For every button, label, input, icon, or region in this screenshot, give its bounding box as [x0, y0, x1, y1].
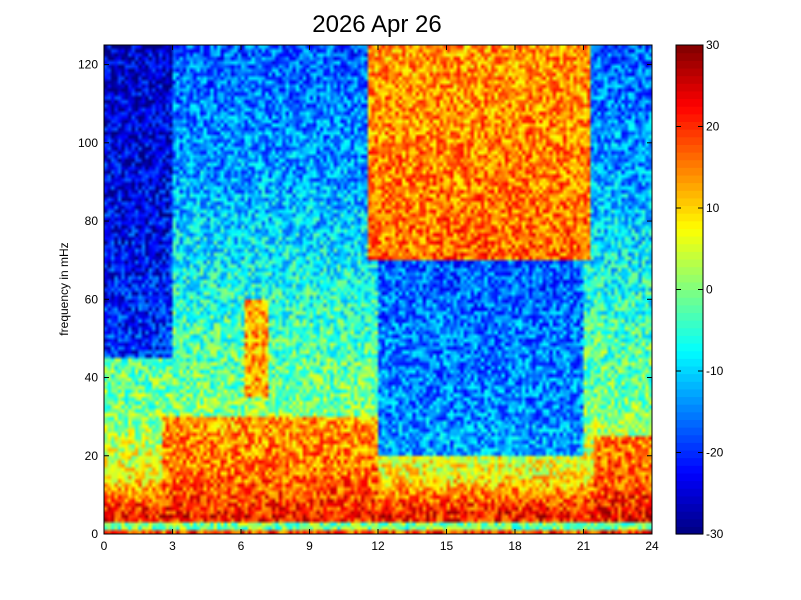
colorbar-swatch [676, 449, 703, 459]
colorbar-swatch [676, 213, 703, 222]
x-tick-label: 6 [238, 539, 245, 553]
colorbar-swatch [676, 396, 703, 405]
colorbar-swatch [676, 220, 703, 229]
colorbar-swatch [676, 304, 703, 314]
colorbar-swatch [676, 503, 703, 512]
colorbar-swatch [676, 320, 703, 329]
colorbar-swatch [676, 388, 703, 398]
colorbar-swatch [676, 419, 703, 428]
chart-title: 2026 Apr 26 [312, 11, 441, 38]
colorbar-tick-label: -10 [706, 364, 724, 378]
colorbar-swatch [676, 258, 703, 268]
colorbar-swatch [676, 457, 703, 466]
colorbar-tick-label: 20 [706, 120, 720, 134]
y-tick-label: 20 [85, 449, 99, 463]
x-tick-label: 0 [101, 539, 108, 553]
y-axis: 0 20 40 60 80 100 120 [78, 58, 652, 541]
colorbar-tick-label: 30 [706, 38, 720, 52]
y-tick-label: 120 [78, 58, 98, 72]
x-tick-label: 15 [440, 539, 454, 553]
colorbar-tick-label: -20 [706, 446, 724, 460]
colorbar-swatch [676, 495, 703, 505]
colorbar-swatch [676, 442, 703, 451]
y-axis-label: frequency in mHz [57, 242, 71, 335]
colorbar-swatch [676, 289, 703, 298]
colorbar-swatch [676, 113, 703, 123]
x-tick-label: 12 [371, 539, 385, 553]
colorbar-swatch [676, 167, 703, 176]
colorbar-tick-label: 10 [706, 201, 720, 215]
y-tick-label: 0 [91, 527, 98, 541]
x-tick-label: 3 [169, 539, 176, 553]
colorbar-swatch [676, 411, 703, 420]
colorbar-swatch [676, 136, 703, 145]
x-tick-label: 9 [306, 539, 313, 553]
colorbar-swatch [676, 60, 703, 69]
colorbar-swatch [676, 144, 703, 153]
spectrogram-image [104, 45, 652, 534]
colorbar-swatch [676, 83, 703, 92]
colorbar-axis: -30 -20 -10 0 10 20 30 [676, 38, 724, 541]
colorbar-swatch [676, 342, 703, 352]
y-tick-label: 80 [85, 214, 99, 228]
colorbar-swatch [676, 373, 703, 382]
colorbar-swatch [676, 121, 703, 130]
colorbar-swatch [676, 98, 703, 107]
colorbar-swatch [676, 75, 703, 84]
y-tick-label: 60 [85, 292, 99, 306]
colorbar-swatch [676, 281, 703, 291]
colorbar-swatch [676, 197, 703, 207]
colorbar-swatch [676, 159, 703, 168]
colorbar-swatch [676, 365, 703, 375]
colorbar-swatch [676, 251, 703, 260]
colorbar-swatch [676, 67, 703, 77]
colorbar-swatch [676, 465, 703, 474]
colorbar-swatch [676, 274, 703, 283]
colorbar-swatch [676, 404, 703, 413]
colorbar-swatch [676, 518, 703, 527]
colorbar-swatch [676, 106, 703, 115]
colorbar-tick-label: 0 [706, 283, 713, 297]
colorbar [676, 45, 703, 535]
colorbar-swatch [676, 236, 703, 245]
colorbar-swatch [676, 243, 703, 252]
colorbar-swatch [676, 297, 703, 306]
colorbar-swatch [676, 228, 703, 237]
colorbar-swatch [676, 327, 703, 336]
colorbar-swatch [676, 381, 703, 390]
colorbar-swatch [676, 190, 703, 199]
y-tick-label: 40 [85, 371, 99, 385]
colorbar-swatch [676, 434, 703, 443]
spectrogram-plot-area [104, 45, 652, 534]
colorbar-swatch [676, 52, 703, 61]
colorbar-swatch [676, 472, 703, 482]
colorbar-swatch [676, 205, 703, 214]
colorbar-swatch [676, 90, 703, 100]
colorbar-swatch [676, 427, 703, 436]
colorbar-swatch [676, 182, 703, 191]
colorbar-swatch [676, 480, 703, 489]
x-axis: 0 3 6 9 12 15 18 21 24 [101, 45, 659, 553]
colorbar-swatch [676, 45, 703, 54]
colorbar-swatch [676, 335, 703, 344]
colorbar-swatch [676, 526, 703, 535]
colorbar-swatch [676, 358, 703, 367]
colorbar-swatch [676, 129, 703, 138]
x-tick-label: 18 [508, 539, 522, 553]
colorbar-swatch [676, 488, 703, 497]
colorbar-tick-label: -30 [706, 527, 724, 541]
colorbar-swatch [676, 312, 703, 321]
colorbar-swatch [676, 266, 703, 275]
colorbar-swatch [676, 350, 703, 359]
colorbar-swatch [676, 511, 703, 520]
colorbar-swatch [676, 174, 703, 184]
colorbar-swatch [676, 151, 703, 161]
x-tick-label: 24 [645, 539, 659, 553]
y-tick-label: 100 [78, 136, 98, 150]
x-tick-label: 21 [577, 539, 591, 553]
